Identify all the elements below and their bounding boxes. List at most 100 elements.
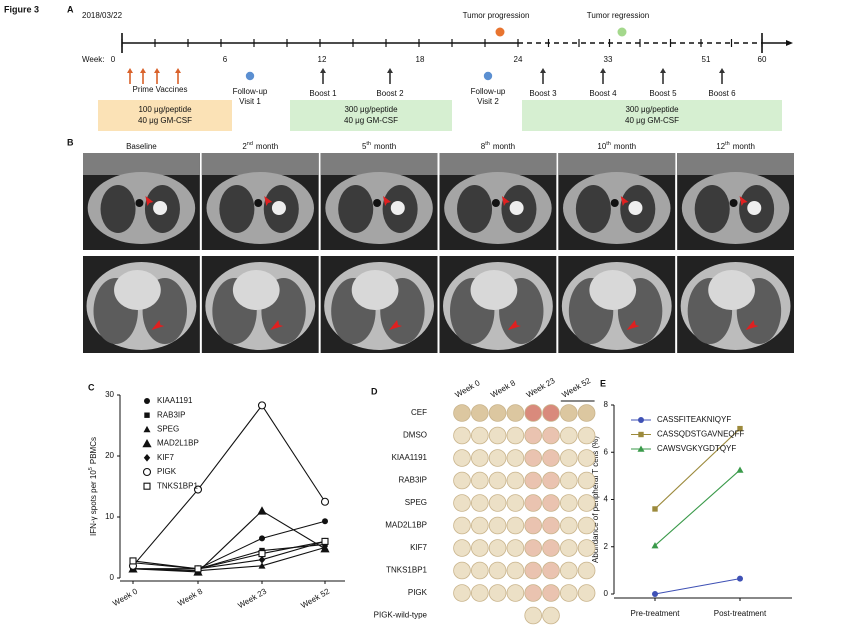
- ct-pointer: [745, 320, 759, 330]
- dose-label: 40 μg GM-CSF: [625, 116, 679, 125]
- well: [524, 494, 542, 512]
- event-label: Boost 5: [649, 89, 677, 98]
- well: [470, 426, 489, 445]
- dose-label: 300 μg/peptide: [344, 105, 398, 114]
- well: [542, 494, 560, 512]
- ct-lung: [338, 185, 374, 233]
- ct-pointer: [270, 320, 284, 330]
- y-tick-label: 0: [110, 573, 115, 582]
- well: [453, 539, 471, 557]
- visit-dot: [483, 71, 493, 81]
- ct-lung: [219, 185, 255, 233]
- well: [559, 404, 578, 422]
- well: [488, 539, 507, 557]
- start-date: 2018/03/22: [82, 11, 123, 20]
- point: [257, 506, 267, 515]
- ct-heart: [351, 270, 399, 310]
- well: [559, 471, 578, 490]
- scan-label-part: th: [366, 141, 371, 147]
- well: [559, 561, 578, 580]
- legend-marker: [144, 412, 150, 418]
- well: [470, 561, 489, 580]
- scan-label-part: 5: [362, 142, 367, 151]
- well: [559, 516, 578, 535]
- y-axis-label-part: IFN-γ spots per 10: [89, 470, 98, 536]
- well: [577, 539, 596, 557]
- well: [524, 584, 542, 602]
- legend-label: PIGK: [157, 467, 177, 476]
- point: [322, 518, 328, 525]
- ct-pointer: [620, 196, 629, 206]
- ct-pointer: [145, 196, 154, 206]
- well: [542, 449, 560, 467]
- well: [470, 494, 489, 512]
- well: [470, 584, 489, 602]
- well-row-label: DMSO: [403, 431, 427, 440]
- scan-label: 2nd month: [242, 141, 278, 151]
- panel-label: E: [600, 378, 606, 388]
- point: [652, 506, 658, 512]
- point: [258, 550, 266, 558]
- well-row-label: TNKS1BP1: [386, 566, 427, 575]
- arrow-head: [600, 68, 606, 73]
- arrow-head: [154, 68, 160, 73]
- x-tick-label: Pre-treatment: [631, 609, 681, 618]
- y-axis-label: IFN-γ spots per 105 PBMCs: [88, 437, 98, 536]
- well: [506, 494, 525, 512]
- figure-label: Figure 3: [4, 4, 39, 14]
- well: [542, 404, 560, 422]
- ct-top: [201, 153, 319, 175]
- y-axis-label: Abundance of peripheral T cells (%): [591, 436, 600, 563]
- event-label: Prime Vaccines: [133, 85, 188, 94]
- well: [506, 449, 525, 467]
- point: [129, 557, 137, 565]
- point: [651, 542, 659, 549]
- ct-pointer: [383, 196, 392, 206]
- well-row-label: KIF7: [410, 543, 427, 552]
- ct-pointer: [501, 196, 510, 206]
- well: [488, 516, 507, 535]
- ct-top: [320, 153, 438, 175]
- ct-tumor: [390, 201, 405, 215]
- ct-pointer: [151, 320, 165, 330]
- ct-lung: [694, 185, 730, 233]
- panel-label: A: [67, 4, 74, 14]
- week-label: 6: [223, 55, 228, 64]
- scan-label: 10th month: [597, 141, 636, 151]
- ct-trachea: [491, 199, 500, 207]
- ct-heart: [232, 270, 280, 310]
- well: [470, 539, 489, 557]
- legend-label: CASSFITEAKNIQYF: [657, 415, 731, 424]
- ct-tumor: [747, 201, 762, 215]
- y-tick-label: 10: [105, 512, 114, 521]
- legend-marker: [638, 417, 644, 423]
- point: [737, 425, 743, 432]
- y-tick-label: 20: [105, 451, 114, 460]
- dose-box: [522, 100, 782, 131]
- event-label: Follow-up: [233, 87, 268, 96]
- event-label: Visit 1: [239, 97, 261, 106]
- event-label: Boost 4: [589, 89, 617, 98]
- well: [524, 516, 542, 535]
- scan-label: 8th month: [481, 141, 515, 151]
- y-tick-label: 8: [604, 400, 609, 409]
- ct-heart: [708, 270, 755, 310]
- panel-label: D: [371, 386, 378, 396]
- point: [652, 591, 658, 597]
- well: [577, 426, 596, 445]
- arrow-head: [540, 68, 546, 73]
- well: [542, 561, 560, 580]
- well: [577, 494, 596, 512]
- panel-label: B: [67, 137, 74, 147]
- ct-lung: [575, 185, 611, 233]
- well: [470, 404, 489, 422]
- ct-pointer: [626, 320, 640, 330]
- scan-label-part: th: [725, 141, 730, 147]
- point: [193, 485, 203, 494]
- arrow-head: [140, 68, 146, 73]
- week-label: 51: [702, 55, 711, 64]
- well: [559, 584, 578, 602]
- well: [542, 539, 560, 557]
- series-line: [654, 469, 741, 546]
